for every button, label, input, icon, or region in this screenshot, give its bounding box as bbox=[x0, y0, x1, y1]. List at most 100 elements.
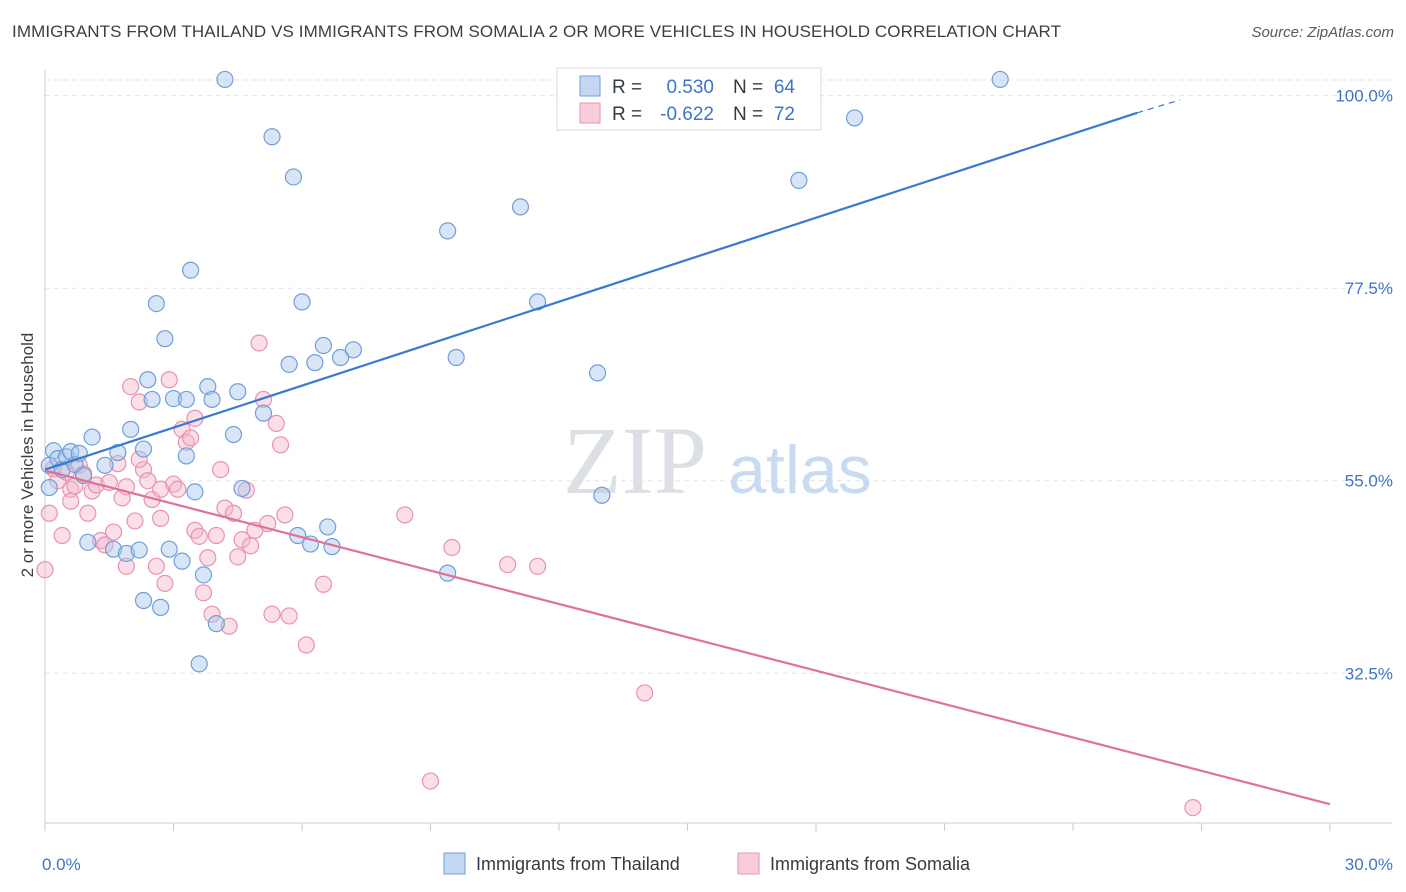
thailand-point bbox=[229, 383, 247, 401]
thailand-point bbox=[177, 447, 195, 465]
legend: R = 0.530 N = 64 R = -0.622 N = 72 bbox=[556, 67, 822, 131]
thailand-point bbox=[991, 70, 1009, 89]
somalia-point bbox=[130, 450, 148, 468]
thailand-point bbox=[173, 552, 191, 570]
somalia-point bbox=[297, 636, 315, 654]
somalia-point bbox=[40, 504, 58, 522]
thailand-point bbox=[160, 540, 178, 558]
somalia-point bbox=[122, 378, 140, 396]
thailand-point bbox=[263, 128, 281, 146]
somalia-point bbox=[314, 575, 333, 593]
legend-r-value: 0.530 bbox=[666, 77, 714, 98]
x-tick-labels: 0.0% 30.0% bbox=[42, 855, 1393, 874]
axes bbox=[44, 70, 1392, 831]
thailand-point bbox=[199, 378, 217, 396]
thailand-point bbox=[280, 355, 298, 373]
thailand-point bbox=[293, 293, 311, 311]
somalia-point bbox=[276, 506, 294, 524]
legend-n-value: 64 bbox=[774, 77, 796, 98]
somalia-point bbox=[242, 537, 260, 555]
somalia-point bbox=[79, 504, 97, 522]
bottom-legend: Immigrants from Thailand Immigrants from … bbox=[443, 852, 971, 875]
thailand-point bbox=[134, 591, 153, 610]
somalia-legend-swatch bbox=[737, 852, 760, 875]
y-tick-label: 55.0% bbox=[1345, 472, 1393, 491]
y-tick-label: 100.0% bbox=[1335, 87, 1393, 106]
thailand-point bbox=[439, 222, 457, 240]
somalia-point bbox=[254, 390, 273, 409]
source-credit: Source: ZipAtlas.com bbox=[1251, 24, 1394, 41]
y-tick-labels: 32.5% 55.0% 77.5% 100.0% bbox=[1335, 87, 1393, 684]
thailand-point bbox=[588, 364, 607, 382]
somalia-point bbox=[36, 561, 54, 579]
thailand-point bbox=[134, 440, 153, 458]
thailand-point bbox=[319, 518, 337, 536]
somalia-point bbox=[1184, 798, 1202, 817]
somalia-point bbox=[203, 605, 221, 623]
somalia-point bbox=[443, 538, 461, 557]
thailand-point bbox=[182, 261, 200, 279]
thailand-point bbox=[284, 168, 303, 186]
thailand-point bbox=[117, 544, 135, 563]
thailand-point bbox=[845, 109, 864, 127]
somalia-point bbox=[233, 531, 251, 549]
somalia-point bbox=[421, 772, 440, 790]
thailand-point bbox=[40, 478, 58, 497]
thailand-swatch bbox=[579, 75, 601, 97]
somalia-point bbox=[499, 555, 517, 574]
thailand-point bbox=[152, 598, 170, 616]
legend-r-value: -0.622 bbox=[660, 104, 714, 125]
thailand-point bbox=[147, 295, 165, 313]
thailand-point bbox=[511, 198, 530, 216]
thailand-point bbox=[122, 420, 140, 438]
watermark: ZIP atlas bbox=[563, 407, 872, 514]
somalia-point bbox=[152, 509, 170, 527]
thailand-point bbox=[164, 389, 183, 408]
somalia-point bbox=[267, 414, 285, 432]
somalia-point bbox=[182, 429, 200, 447]
gridlines bbox=[45, 79, 1392, 674]
thailand-point bbox=[79, 533, 97, 551]
watermark-atlas: atlas bbox=[728, 432, 872, 508]
somalia-point bbox=[271, 436, 290, 454]
somalia-point bbox=[229, 548, 247, 566]
chart-title: IMMIGRANTS FROM THAILAND VS IMMIGRANTS F… bbox=[12, 22, 1062, 41]
somalia-point bbox=[263, 605, 281, 623]
y-tick-label: 32.5% bbox=[1345, 664, 1393, 683]
x-tick-label: 0.0% bbox=[42, 855, 81, 874]
thailand-point bbox=[194, 566, 213, 584]
thailand-point bbox=[104, 540, 123, 558]
somalia-point bbox=[53, 526, 71, 545]
thailand-point bbox=[109, 443, 127, 462]
y-tick-label: 77.5% bbox=[1345, 279, 1393, 298]
somalia-point bbox=[104, 523, 123, 541]
somalia-point bbox=[160, 371, 178, 389]
somalia-point bbox=[134, 461, 153, 479]
thailand-point bbox=[224, 425, 243, 444]
thailand-point bbox=[156, 330, 174, 348]
legend-n-label: N = bbox=[733, 104, 763, 125]
somalia-point bbox=[126, 512, 144, 530]
somalia-point bbox=[147, 557, 165, 575]
thailand-point bbox=[331, 348, 350, 367]
thailand-point bbox=[344, 341, 362, 359]
thailand-point bbox=[207, 615, 225, 633]
thailand-point bbox=[528, 293, 547, 311]
somalia-point bbox=[190, 527, 208, 545]
thailand-point bbox=[254, 404, 273, 422]
somalia-point bbox=[280, 607, 298, 625]
thailand-point bbox=[447, 348, 465, 367]
legend-box bbox=[556, 67, 822, 131]
thailand-point bbox=[186, 483, 204, 501]
thailand-point bbox=[233, 479, 251, 498]
somalia-point bbox=[96, 536, 114, 554]
thailand-point bbox=[203, 390, 221, 409]
legend-series-name: Immigrants from Somalia bbox=[770, 854, 971, 874]
thailand-point bbox=[143, 390, 161, 409]
somalia-point bbox=[169, 480, 187, 498]
thailand-point bbox=[306, 354, 324, 372]
thailand-point bbox=[593, 486, 611, 504]
somalia-point bbox=[207, 526, 225, 545]
thailand-point bbox=[83, 428, 101, 446]
